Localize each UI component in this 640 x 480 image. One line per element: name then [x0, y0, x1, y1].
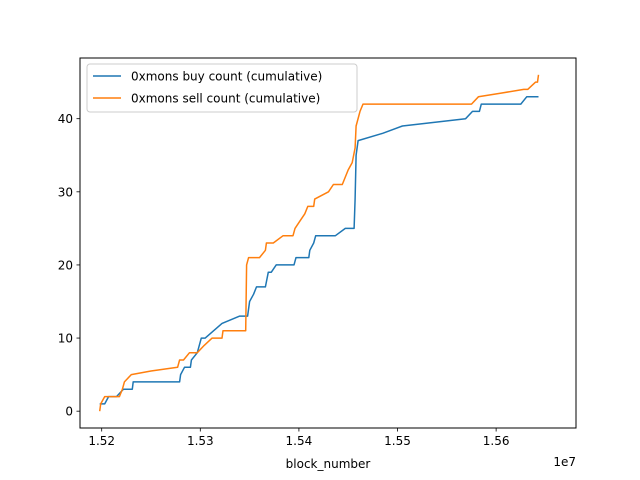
x-tick-label: 1.55: [384, 434, 411, 448]
plot-frame: [79, 57, 577, 429]
x-axis-label: block_number: [286, 457, 371, 471]
y-tick-label: 30: [58, 185, 73, 199]
legend-box: [86, 63, 358, 113]
x-tick-label: 1.52: [88, 434, 115, 448]
x-tick-label: 1.56: [483, 434, 510, 448]
series-line-sell: [98, 74, 540, 412]
legend-label: 0xmons buy count (cumulative): [131, 70, 322, 84]
x-tick-label: 1.53: [187, 434, 214, 448]
legend: 0xmons buy count (cumulative) 0xmons sell…: [86, 63, 358, 113]
x-offset-label: 1e7: [553, 455, 576, 469]
y-tick-label: 10: [58, 332, 73, 346]
x-tick-label: 1.54: [286, 434, 313, 448]
y-tick-label: 0: [65, 405, 73, 419]
y-tick-label: 40: [58, 112, 73, 126]
series-line-buy: [99, 96, 539, 405]
legend-label: 0xmons sell count (cumulative): [131, 92, 320, 106]
series-layer: [98, 74, 540, 412]
axis-layer: 1.52 1.53 1.54 1.55 1.56 0 10 20 30 40: [58, 112, 510, 448]
y-tick-label: 20: [58, 258, 73, 272]
plot-area: [80, 58, 576, 428]
